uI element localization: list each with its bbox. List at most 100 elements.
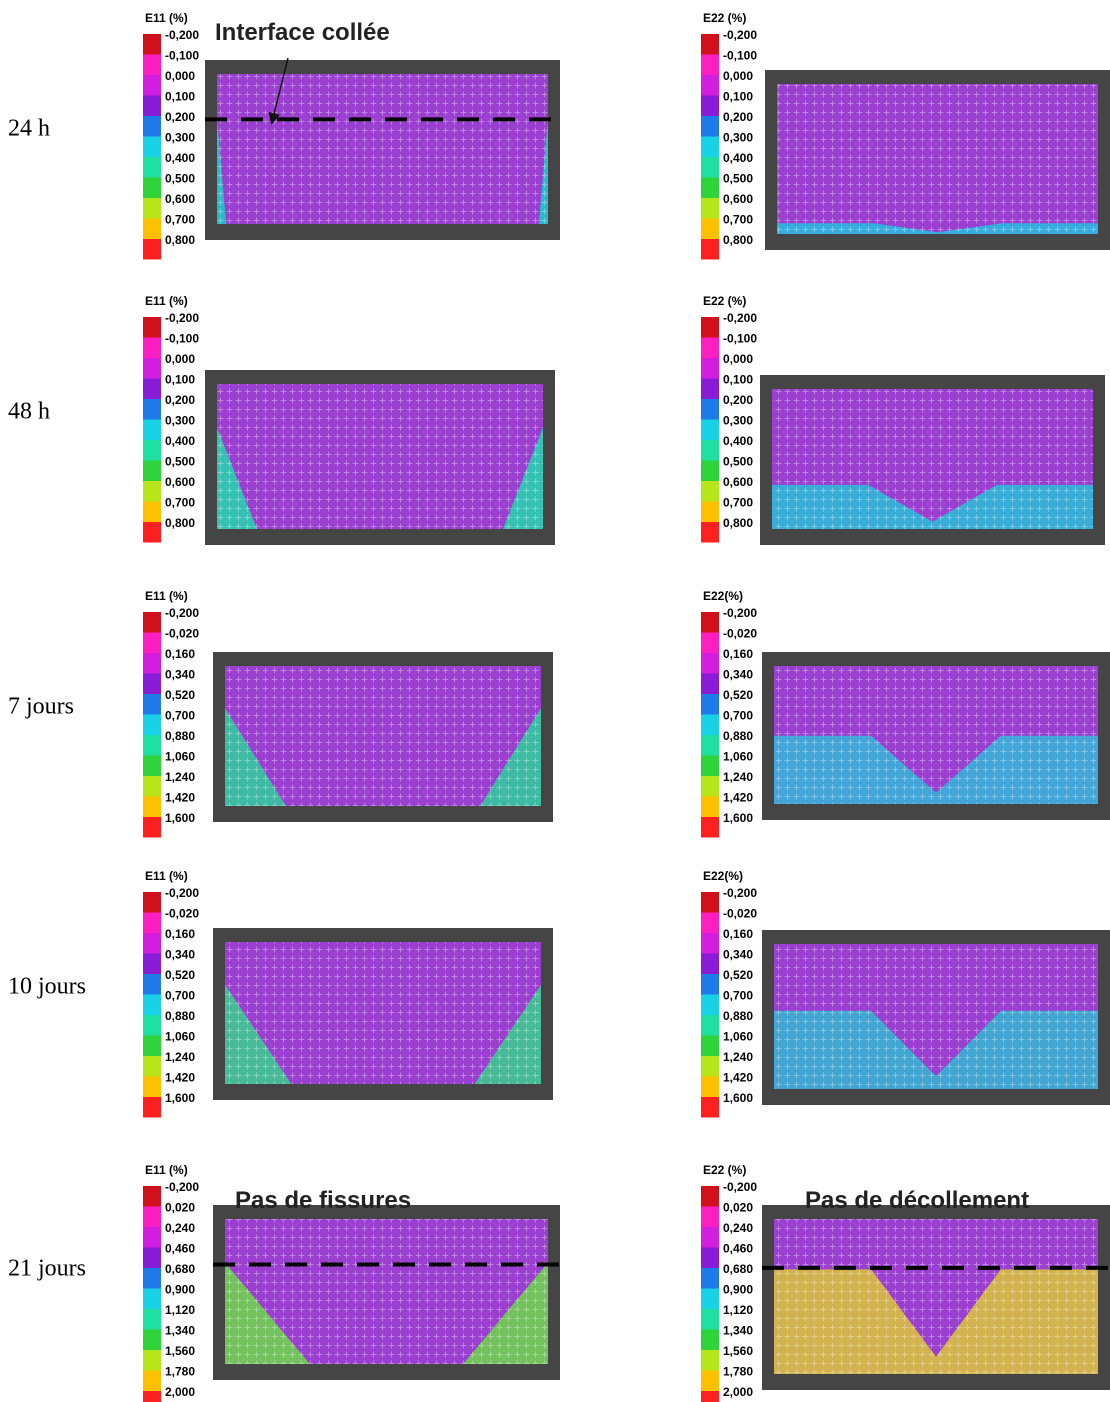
legend-swatch [701, 1035, 719, 1056]
legend-tick: 0,400 [723, 151, 753, 165]
legend-swatch [701, 974, 719, 995]
row-label: 48 h [8, 399, 50, 425]
legend-tick: 0,700 [723, 989, 753, 1003]
legend-swatch [143, 776, 161, 797]
legend-tick: 1,060 [723, 1030, 753, 1044]
legend-swatch [701, 892, 719, 913]
legend-title: E11 (%) [145, 11, 188, 25]
legend-swatch [143, 735, 161, 756]
measure-grid [774, 944, 1098, 1089]
row-label: 21 jours [8, 1256, 86, 1282]
legend-tick: 0,000 [165, 69, 195, 83]
legend-swatch [701, 755, 719, 776]
legend-tick: 1,780 [723, 1365, 753, 1379]
legend-tick: 0,500 [723, 172, 753, 186]
legend-swatch [701, 317, 719, 338]
legend-tick: -0,200 [723, 886, 757, 900]
legend-swatch [701, 239, 719, 260]
legend-tick: -0,100 [165, 332, 199, 346]
legend-swatch [701, 1247, 719, 1268]
legend-swatch [143, 1288, 161, 1309]
legend-tick: 1,240 [165, 1050, 195, 1064]
legend-tick: 1,600 [165, 1091, 195, 1105]
legend-swatch [701, 337, 719, 358]
legend-tick: -0,020 [723, 907, 757, 921]
legend-swatch [143, 632, 161, 653]
legend-swatch [143, 177, 161, 198]
legend-tick: 0,020 [723, 1201, 753, 1215]
legend-tick: 0,200 [723, 393, 753, 407]
legend-tick: 0,100 [723, 90, 753, 104]
measure-grid [225, 666, 541, 806]
legend-swatch [143, 116, 161, 137]
legend-swatch [701, 912, 719, 933]
legend-tick: 0,200 [165, 110, 195, 124]
legend-tick: 0,520 [165, 688, 195, 702]
legend-swatch [701, 735, 719, 756]
legend-tick: 0,880 [165, 729, 195, 743]
legend-tick: 1,420 [723, 791, 753, 805]
legend-tick: -0,020 [165, 627, 199, 641]
legend-tick: 1,600 [723, 1091, 753, 1105]
legend-tick: 0,500 [723, 455, 753, 469]
legend-swatch [701, 501, 719, 522]
legend-swatch [701, 1350, 719, 1371]
legend-swatch [143, 694, 161, 715]
row-label: 24 h [8, 116, 50, 142]
legend-swatch [143, 54, 161, 75]
legend-tick: -0,200 [723, 311, 757, 325]
legend-tick: 0,520 [723, 688, 753, 702]
legend-swatch [701, 933, 719, 954]
legend-swatch [143, 440, 161, 461]
measure-grid [777, 84, 1098, 234]
legend-swatch [143, 1076, 161, 1097]
legend-swatch [143, 1350, 161, 1371]
legend-tick: 0,900 [723, 1283, 753, 1297]
measure-grid [217, 384, 543, 529]
legend-swatch [143, 1370, 161, 1391]
legend-swatch [701, 612, 719, 633]
legend-tick: -0,200 [723, 1180, 757, 1194]
legend-swatch [701, 1056, 719, 1077]
annotation: Pas de fissures [235, 1187, 411, 1214]
legend-tick: 0,300 [723, 131, 753, 145]
legend-tick: 0,340 [723, 948, 753, 962]
legend-tick: 0,300 [165, 414, 195, 428]
legend-title: E22 (%) [703, 294, 746, 308]
legend-title: E11 (%) [145, 869, 188, 883]
measure-grid [774, 666, 1098, 804]
legend-swatch [143, 912, 161, 933]
legend-swatch [143, 933, 161, 954]
legend-swatch [143, 34, 161, 55]
legend-swatch [143, 218, 161, 239]
legend-swatch [143, 1329, 161, 1350]
legend-title: E11 (%) [145, 1163, 188, 1177]
legend-swatch [701, 714, 719, 735]
legend-tick: 0,460 [723, 1242, 753, 1256]
legend-swatch [701, 1097, 719, 1118]
legend-title: E11 (%) [145, 589, 188, 603]
legend-swatch [701, 673, 719, 694]
legend-swatch [701, 653, 719, 674]
legend-swatch [143, 95, 161, 116]
measure-grid [225, 942, 541, 1084]
legend-tick: 0,500 [165, 455, 195, 469]
legend-tick: 1,420 [723, 1071, 753, 1085]
legend-swatch [143, 317, 161, 338]
legend-tick: 1,060 [165, 1030, 195, 1044]
legend-swatch [143, 522, 161, 543]
legend-tick: 1,600 [165, 811, 195, 825]
legend-swatch [143, 994, 161, 1015]
legend-swatch [701, 1329, 719, 1350]
legend-swatch [143, 974, 161, 995]
legend-swatch [701, 157, 719, 178]
legend-tick: 1,240 [723, 770, 753, 784]
legend-tick: 0,800 [723, 233, 753, 247]
legend-swatch [143, 1056, 161, 1077]
legend-tick: 1,240 [723, 1050, 753, 1064]
legend-tick: 1,560 [165, 1344, 195, 1358]
legend-swatch [143, 239, 161, 260]
legend-tick: 1,060 [723, 750, 753, 764]
legend-swatch [701, 177, 719, 198]
